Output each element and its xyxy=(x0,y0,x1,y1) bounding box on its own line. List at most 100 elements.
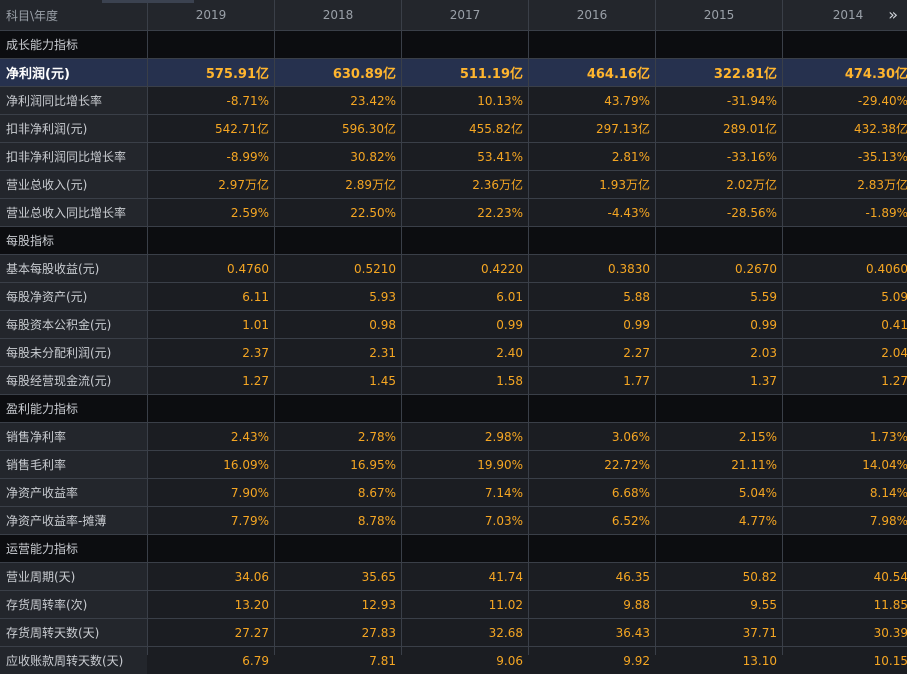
row-label[interactable]: 净利润(元) xyxy=(0,59,147,86)
value-cell: 455.82亿 xyxy=(402,115,528,142)
header-corner-label: 科目\年度 xyxy=(0,0,147,30)
value-cell: 4.77% xyxy=(656,507,782,534)
value-cell: 542.71亿 xyxy=(148,115,274,142)
value-cell: -33.16% xyxy=(656,143,782,170)
value-cell: 2.27 xyxy=(529,339,655,366)
value-cell: -4.43% xyxy=(529,199,655,226)
row-label[interactable]: 营业总收入(元) xyxy=(0,171,147,198)
value-cell: 7.98% xyxy=(783,507,907,534)
value-cell: 22.23% xyxy=(402,199,528,226)
value-cell: 432.38亿 xyxy=(783,115,907,142)
value-cell: 6.01 xyxy=(402,283,528,310)
value-cell: 5.59 xyxy=(656,283,782,310)
value-cell: 11.85 xyxy=(783,591,907,618)
value-cell: 46.35 xyxy=(529,563,655,590)
section-empty-cell xyxy=(148,31,274,58)
value-cell: 1.45 xyxy=(275,367,401,394)
value-cell: 0.99 xyxy=(402,311,528,338)
value-cell: 5.09 xyxy=(783,283,907,310)
value-cell: 9.92 xyxy=(529,647,655,674)
value-cell: 6.52% xyxy=(529,507,655,534)
section-empty-cell xyxy=(275,227,401,254)
value-cell: -8.99% xyxy=(148,143,274,170)
section-empty-cell xyxy=(402,395,528,422)
value-cell: 596.30亿 xyxy=(275,115,401,142)
value-cell: 9.06 xyxy=(402,647,528,674)
value-cell: 21.11% xyxy=(656,451,782,478)
value-cell: 1.01 xyxy=(148,311,274,338)
value-cell: 12.93 xyxy=(275,591,401,618)
row-label[interactable]: 销售毛利率 xyxy=(0,451,147,478)
value-cell: -29.40% xyxy=(783,87,907,114)
row-label[interactable]: 每股净资产(元) xyxy=(0,283,147,310)
value-cell: 5.93 xyxy=(275,283,401,310)
row-label[interactable]: 每股经营现金流(元) xyxy=(0,367,147,394)
value-cell: 23.42% xyxy=(275,87,401,114)
value-cell: 7.81 xyxy=(275,647,401,674)
row-label[interactable]: 净资产收益率-摊薄 xyxy=(0,507,147,534)
double-chevron-right-icon[interactable]: » xyxy=(888,5,898,24)
value-cell: 34.06 xyxy=(148,563,274,590)
section-empty-cell xyxy=(656,31,782,58)
value-cell: 8.78% xyxy=(275,507,401,534)
section-title: 运营能力指标 xyxy=(0,535,147,562)
value-cell: 11.02 xyxy=(402,591,528,618)
value-cell: 1.27 xyxy=(148,367,274,394)
value-cell: 19.90% xyxy=(402,451,528,478)
section-title: 盈利能力指标 xyxy=(0,395,147,422)
row-label[interactable]: 应收账款周转天数(天) xyxy=(0,647,147,674)
section-empty-cell xyxy=(275,535,401,562)
value-cell: 1.27 xyxy=(783,367,907,394)
row-label[interactable]: 销售净利率 xyxy=(0,423,147,450)
section-empty-cell xyxy=(148,395,274,422)
value-cell: 16.09% xyxy=(148,451,274,478)
value-cell: 2.89万亿 xyxy=(275,171,401,198)
value-cell: 22.50% xyxy=(275,199,401,226)
value-cell: 41.74 xyxy=(402,563,528,590)
row-label[interactable]: 每股未分配利润(元) xyxy=(0,339,147,366)
row-label[interactable]: 存货周转率(次) xyxy=(0,591,147,618)
row-label[interactable]: 每股资本公积金(元) xyxy=(0,311,147,338)
row-label[interactable]: 净利润同比增长率 xyxy=(0,87,147,114)
value-cell: 2.31 xyxy=(275,339,401,366)
value-cell: 5.88 xyxy=(529,283,655,310)
row-label[interactable]: 营业周期(天) xyxy=(0,563,147,590)
value-cell: 8.67% xyxy=(275,479,401,506)
value-cell: 30.39 xyxy=(783,619,907,646)
section-empty-cell xyxy=(529,535,655,562)
value-cell: 297.13亿 xyxy=(529,115,655,142)
section-empty-cell xyxy=(783,395,907,422)
year-header-2016[interactable]: 2016 xyxy=(529,0,655,30)
value-cell: 7.03% xyxy=(402,507,528,534)
value-cell: 6.11 xyxy=(148,283,274,310)
value-cell: 37.71 xyxy=(656,619,782,646)
value-cell: 2.15% xyxy=(656,423,782,450)
year-header-2017[interactable]: 2017 xyxy=(402,0,528,30)
row-label[interactable]: 扣非净利润(元) xyxy=(0,115,147,142)
value-cell: 36.43 xyxy=(529,619,655,646)
value-cell: 575.91亿 xyxy=(148,59,274,86)
section-empty-cell xyxy=(783,535,907,562)
row-label[interactable]: 存货周转天数(天) xyxy=(0,619,147,646)
year-header-2015[interactable]: 2015 xyxy=(656,0,782,30)
value-cell: -31.94% xyxy=(656,87,782,114)
row-label[interactable]: 基本每股收益(元) xyxy=(0,255,147,282)
value-cell: 2.97万亿 xyxy=(148,171,274,198)
value-cell: 2.78% xyxy=(275,423,401,450)
row-label[interactable]: 营业总收入同比增长率 xyxy=(0,199,147,226)
year-header-2014[interactable]: 2014 xyxy=(783,0,907,30)
value-cell: 13.10 xyxy=(656,647,782,674)
year-header-2018[interactable]: 2018 xyxy=(275,0,401,30)
value-cell: 2.04 xyxy=(783,339,907,366)
value-cell: 0.4060 xyxy=(783,255,907,282)
value-cell: 16.95% xyxy=(275,451,401,478)
year-header-2019[interactable]: 2019 xyxy=(148,0,274,30)
section-empty-cell xyxy=(402,31,528,58)
row-label[interactable]: 扣非净利润同比增长率 xyxy=(0,143,147,170)
value-cell: 0.5210 xyxy=(275,255,401,282)
value-cell: 2.81% xyxy=(529,143,655,170)
value-cell: 3.06% xyxy=(529,423,655,450)
value-cell: 0.99 xyxy=(529,311,655,338)
row-label[interactable]: 净资产收益率 xyxy=(0,479,147,506)
value-cell: 630.89亿 xyxy=(275,59,401,86)
